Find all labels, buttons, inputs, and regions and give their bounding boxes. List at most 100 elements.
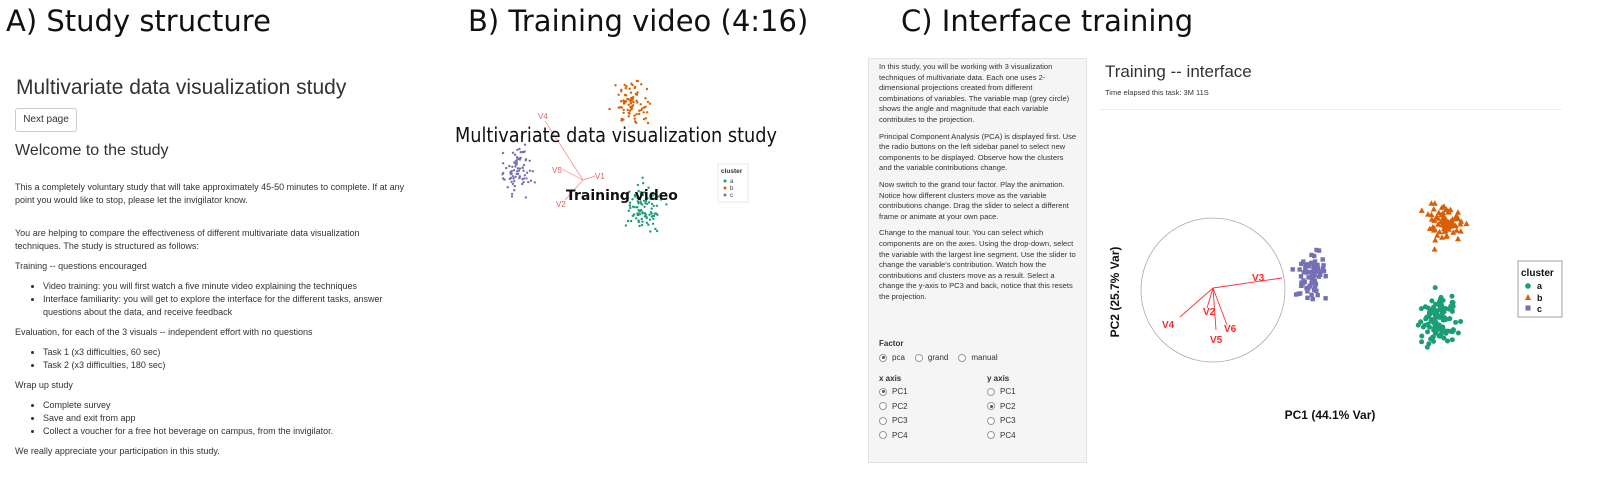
scatter-point xyxy=(522,163,526,167)
video-legend-marker-a xyxy=(723,179,727,183)
x-option-pc4[interactable]: PC4 xyxy=(879,431,908,440)
scatter-point xyxy=(633,117,636,120)
scatter-point xyxy=(642,182,645,185)
y-option-pc4[interactable]: PC4 xyxy=(987,431,1016,440)
radio-label: manual xyxy=(971,353,998,362)
scatter-point xyxy=(630,96,633,100)
scatter-point xyxy=(533,181,536,184)
scatter-point xyxy=(637,189,640,193)
plot-legend-title: cluster xyxy=(1521,268,1554,279)
instruction-paragraph: Change to the manual tour. You can selec… xyxy=(879,228,1076,301)
scatter-point xyxy=(628,190,631,193)
scatter-point xyxy=(630,99,633,102)
scatter-point xyxy=(622,111,625,114)
scatter-point xyxy=(646,100,650,104)
scatter-point xyxy=(649,195,653,198)
scatter-point xyxy=(1436,228,1443,235)
scatter-point xyxy=(1442,227,1449,233)
next-page-button[interactable]: Next page xyxy=(15,108,77,132)
scatter-point xyxy=(634,85,637,89)
scatter-point xyxy=(525,171,529,174)
scatter-point xyxy=(641,176,644,179)
scatter-point xyxy=(648,213,651,216)
scatter-point xyxy=(642,199,646,202)
x-option-pc2[interactable]: PC2 xyxy=(879,402,908,411)
scatter-point xyxy=(1450,220,1457,227)
scatter-point xyxy=(1425,211,1431,217)
scatter-point xyxy=(644,202,647,205)
radio-icon xyxy=(987,416,995,425)
scatter-point xyxy=(637,202,640,205)
scatter-point xyxy=(515,156,519,159)
scatter-point xyxy=(644,117,648,120)
y-axis-title: PC2 (25.7% Var) xyxy=(1108,247,1122,338)
scatter-point xyxy=(1301,259,1306,264)
radio-label: pca xyxy=(892,353,905,362)
scatter-point xyxy=(1439,234,1445,240)
scatter-point xyxy=(1425,321,1431,327)
scatter-point xyxy=(1453,227,1460,233)
training-video-frame[interactable]: V4 V5 V1 V2 Multivariate data visualizat… xyxy=(450,58,780,273)
scatter-point xyxy=(640,217,643,221)
plot-var-label: V4 xyxy=(1162,320,1175,331)
time-elapsed: Time elapsed this task: 3M 11S xyxy=(1105,88,1209,97)
welcome-heading: Welcome to the study xyxy=(15,142,169,159)
scatter-point xyxy=(527,180,530,184)
scatter-point xyxy=(641,211,644,214)
factor-option-pca[interactable]: pca xyxy=(879,353,905,362)
factor-option-manual[interactable]: manual xyxy=(958,353,998,362)
radio-label: PC2 xyxy=(892,401,908,411)
scatter-point xyxy=(635,113,638,116)
scatter-point xyxy=(626,219,630,223)
y-option-pc1[interactable]: PC1 xyxy=(987,387,1016,396)
plot-legend-item: c xyxy=(1537,304,1542,314)
scatter-point xyxy=(1301,270,1306,275)
radio-label: PC1 xyxy=(1000,387,1016,396)
scatter-point xyxy=(1301,278,1306,283)
scatter-point xyxy=(1303,263,1309,268)
plot-var-label: V5 xyxy=(1210,335,1223,346)
radio-checked-icon xyxy=(879,387,887,396)
scatter-point xyxy=(1415,322,1421,328)
scatter-point xyxy=(513,180,516,183)
scatter-point xyxy=(639,202,643,205)
scatter-point xyxy=(1428,211,1435,218)
x-option-pc1[interactable]: PC1 xyxy=(879,387,908,396)
scatter-point xyxy=(1455,235,1461,242)
scatter-point xyxy=(1307,269,1312,275)
scatter-point xyxy=(650,207,653,210)
scatter-point xyxy=(625,85,628,88)
y-axis-label: y axis xyxy=(987,374,1010,383)
scatter-point xyxy=(636,196,639,200)
scatter-point xyxy=(1432,285,1438,291)
scatter-point xyxy=(644,105,647,108)
scatter-point xyxy=(1453,212,1460,218)
scatter-point xyxy=(1299,261,1304,267)
scatter-point xyxy=(517,157,520,161)
y-option-pc3[interactable]: PC3 xyxy=(987,416,1016,425)
y-option-pc2[interactable]: PC2 xyxy=(987,402,1016,411)
plot-var-label: V3 xyxy=(1252,273,1265,284)
scatter-point xyxy=(640,83,643,86)
scatter-point xyxy=(511,182,515,186)
scatter-point xyxy=(520,135,524,138)
scatter-point xyxy=(1422,304,1428,310)
scatter-point xyxy=(656,213,659,216)
scatter-point xyxy=(1457,228,1464,234)
scatter-point xyxy=(1439,221,1446,228)
scatter-point xyxy=(1446,316,1452,322)
scatter-point xyxy=(1315,292,1320,298)
x-option-pc3[interactable]: PC3 xyxy=(879,416,908,425)
scatter-point xyxy=(1434,232,1441,238)
variable-contribution-lines xyxy=(1179,277,1283,331)
scatter-point xyxy=(655,229,659,233)
factor-option-grand[interactable]: grand xyxy=(914,353,948,362)
scatter-point xyxy=(647,223,650,226)
scatter-point xyxy=(1448,328,1454,334)
scatter-point xyxy=(627,115,630,118)
panel-c-title: C) Interface training xyxy=(901,4,1194,38)
scatter-point xyxy=(647,201,651,204)
scatter-point xyxy=(1429,224,1436,230)
scatter-point xyxy=(633,120,637,123)
scatter-point xyxy=(641,193,645,197)
